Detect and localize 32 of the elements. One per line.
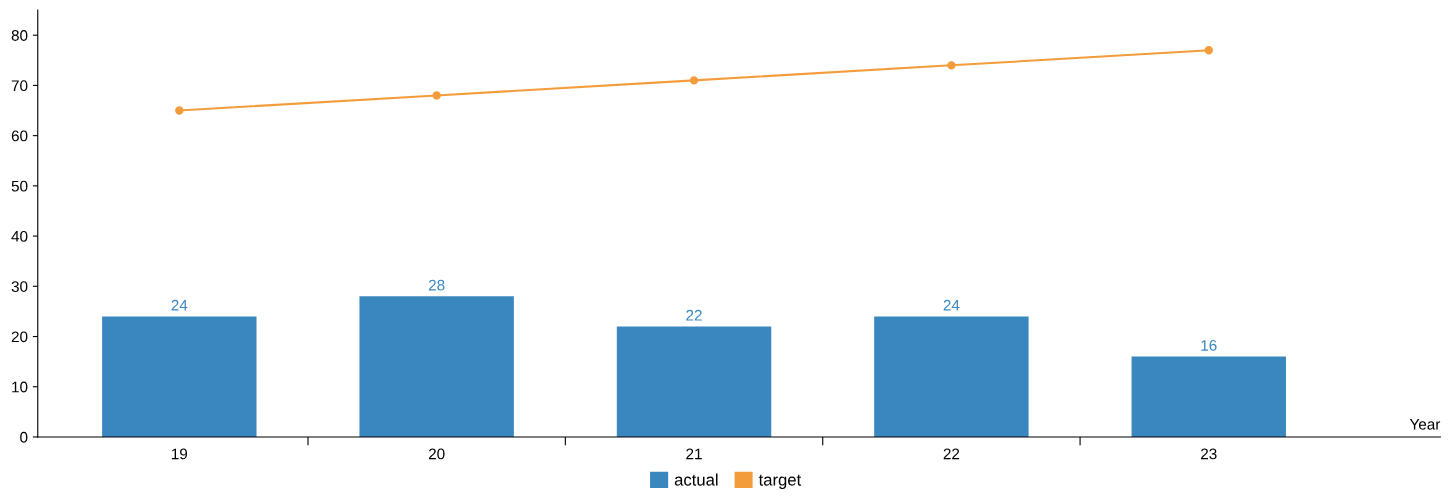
y-tick-label: 80 xyxy=(11,30,28,41)
data-label: 16 xyxy=(1201,340,1217,351)
x-tick-label: 23 xyxy=(1201,448,1217,460)
y-tick-label: 40 xyxy=(11,230,28,242)
bar xyxy=(102,316,257,437)
x-tick-label: 21 xyxy=(686,448,702,460)
point xyxy=(947,61,956,70)
x-tick-label: 19 xyxy=(171,448,188,460)
y-tick-label: 20 xyxy=(11,331,28,343)
y-tick-label: 0 xyxy=(20,431,28,443)
point xyxy=(689,76,699,85)
point xyxy=(432,91,441,100)
bar xyxy=(616,326,772,437)
data-label: 28 xyxy=(428,279,445,291)
y-tick-label: 50 xyxy=(11,180,28,192)
legend-label: actual xyxy=(674,473,718,486)
data-label: 22 xyxy=(686,309,702,321)
x-axis-title: Year xyxy=(1409,419,1441,430)
legend-label: target xyxy=(758,474,802,489)
y-tick-label: 60 xyxy=(11,130,28,142)
point xyxy=(175,106,184,115)
bar xyxy=(359,296,514,437)
x-tick-label: 20 xyxy=(428,448,445,460)
bar xyxy=(1131,356,1286,437)
point xyxy=(1204,46,1213,55)
x-tick-label: 22 xyxy=(943,448,960,460)
y-tick-label: 30 xyxy=(11,281,28,292)
bar xyxy=(874,316,1029,437)
y-tick-label: 10 xyxy=(12,381,28,393)
y-tick-label: 70 xyxy=(11,80,28,92)
data-label: 24 xyxy=(943,299,960,311)
data-label: 24 xyxy=(171,299,188,311)
